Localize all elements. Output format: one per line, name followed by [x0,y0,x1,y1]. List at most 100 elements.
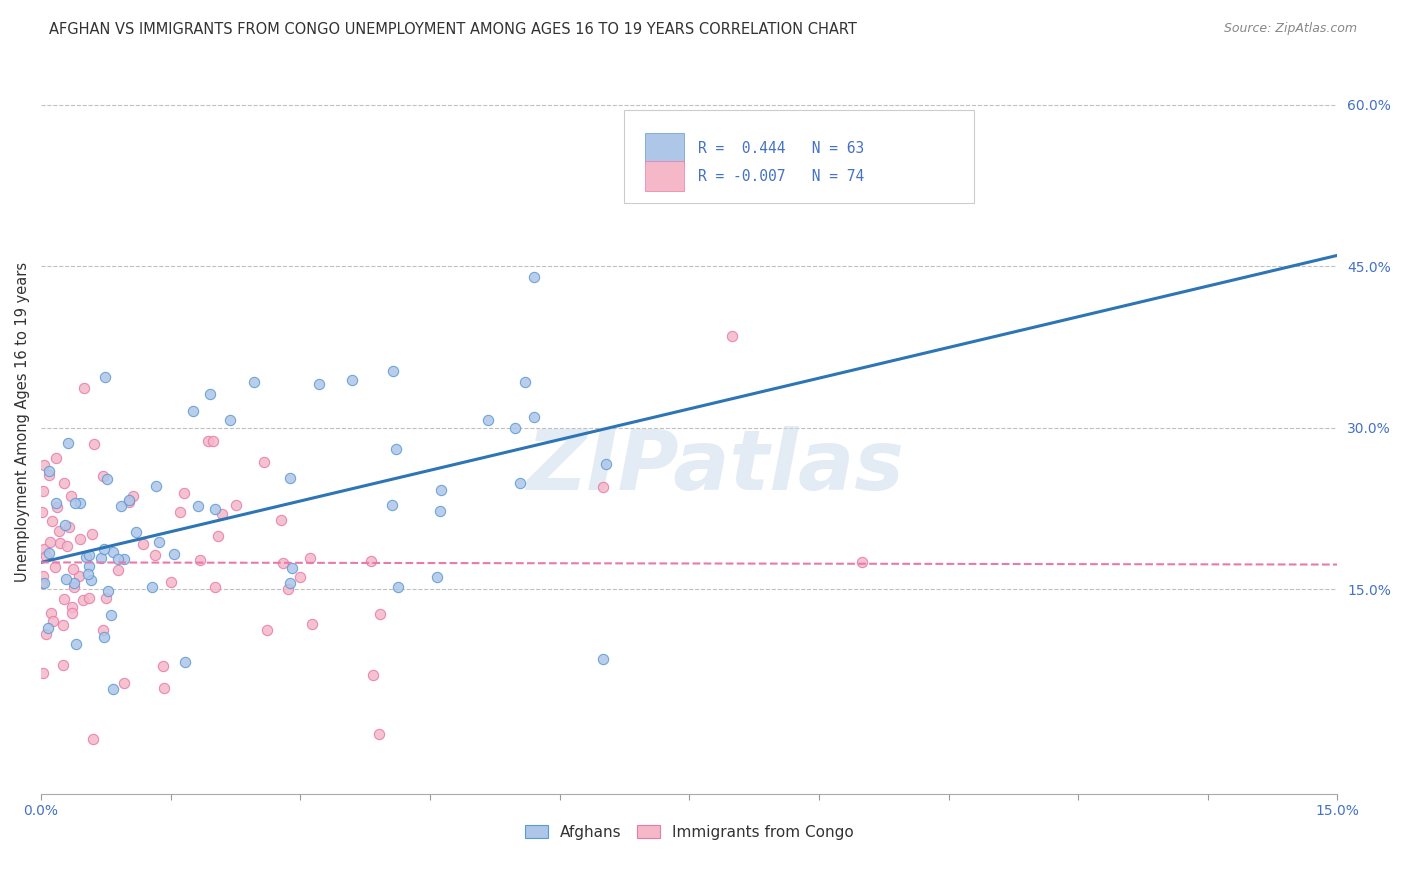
Point [52,476,75,491]
Point [211,508,233,522]
Point [381,498,404,512]
Point [52,592,75,607]
Point [360,554,382,568]
Point [103,545,125,559]
Point [201,434,224,448]
Point [77,566,100,581]
Point [63,496,86,510]
Point [143,548,166,562]
Point [148,535,170,549]
Point [41,514,63,528]
Point [62,562,84,576]
Point [90,551,112,566]
Point [96,473,118,487]
Point [160,575,183,590]
Point [37,621,59,635]
Legend: Afghans, Immigrants from Congo: Afghans, Immigrants from Congo [519,819,860,846]
Point [112,552,135,566]
Point [204,502,226,516]
Point [225,498,247,512]
Point [79,591,101,605]
Point [77,548,100,562]
Point [91,624,114,638]
Point [107,551,129,566]
Point [55,572,77,586]
Point [67,568,90,582]
Point [153,681,176,695]
Point [39,606,62,620]
Point [32,483,55,498]
Point [60,606,83,620]
Point [429,504,451,518]
Point [32,576,55,591]
Point [738,168,761,182]
Point [340,373,363,387]
Point [513,376,536,390]
Point [169,505,191,519]
Point [31,505,53,519]
Point [34,627,56,641]
Text: AFGHAN VS IMMIGRANTS FROM CONGO UNEMPLOYMENT AMONG AGES 16 TO 19 YEARS CORRELATI: AFGHAN VS IMMIGRANTS FROM CONGO UNEMPLOY… [49,22,858,37]
Point [253,455,276,469]
Point [79,558,101,573]
Point [368,607,391,622]
Point [288,570,311,584]
Point [503,420,526,434]
Point [122,489,145,503]
Point [851,555,873,569]
Point [118,495,141,509]
Point [60,489,83,503]
Point [387,580,409,594]
Point [101,682,124,697]
Point [204,580,226,594]
Point [118,493,141,508]
Point [271,556,294,570]
Text: Source: ZipAtlas.com: Source: ZipAtlas.com [1223,22,1357,36]
Point [42,614,65,628]
Point [198,387,221,401]
Point [83,437,105,451]
Point [429,483,451,497]
Text: R =  0.444   N = 63: R = 0.444 N = 63 [699,141,865,155]
Point [52,657,75,672]
Point [592,480,614,494]
Point [38,464,60,478]
Point [298,551,321,566]
Point [145,479,167,493]
Point [45,450,67,465]
Point [69,532,91,546]
Point [592,652,614,666]
Point [243,376,266,390]
Point [141,580,163,594]
Point [385,442,408,456]
Point [107,563,129,577]
Point [63,580,86,594]
Point [44,560,66,574]
Point [80,573,103,587]
Point [426,570,449,584]
Point [31,576,53,591]
Point [509,476,531,491]
Point [45,496,67,510]
Point [65,637,87,651]
Point [152,659,174,673]
Point [278,471,301,485]
Point [207,528,229,542]
Point [62,575,84,590]
Point [174,656,197,670]
Point [31,569,53,583]
FancyBboxPatch shape [645,161,685,191]
Point [32,541,55,556]
Point [132,537,155,551]
Point [308,376,330,391]
Point [94,370,117,384]
Point [187,499,209,513]
Point [382,364,405,378]
Point [163,547,186,561]
Point [52,618,75,632]
Point [32,458,55,473]
Text: ZIPatlas: ZIPatlas [526,426,904,508]
Point [277,582,299,596]
Point [48,524,70,538]
Point [110,499,132,513]
